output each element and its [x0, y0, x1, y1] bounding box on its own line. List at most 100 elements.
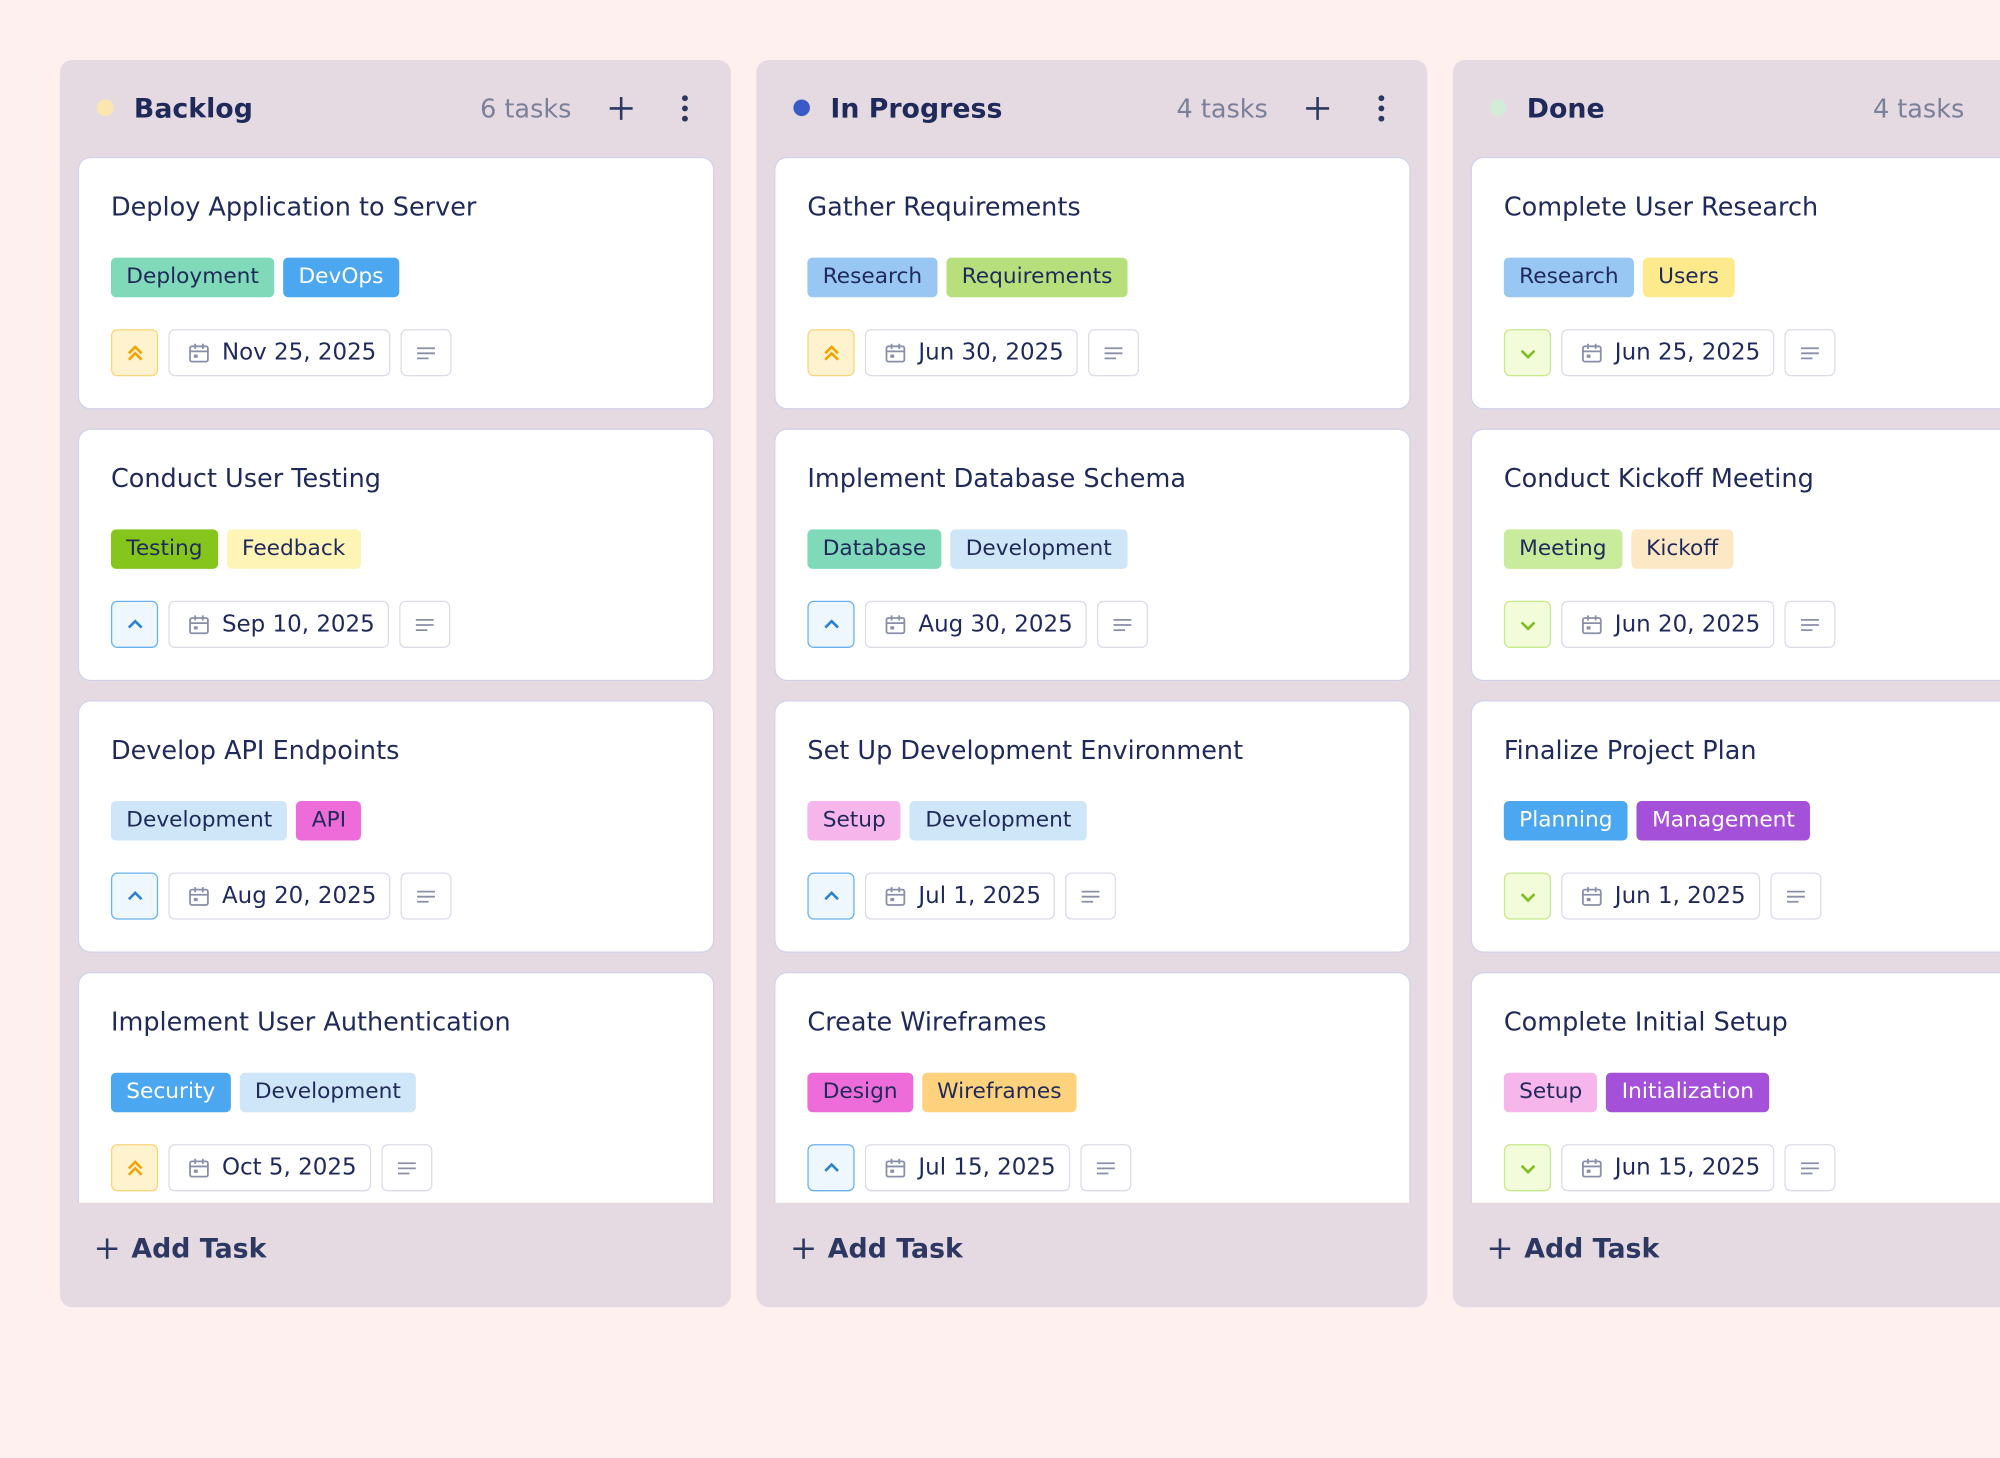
task-title: Conduct Kickoff Meeting [1503, 463, 1814, 494]
tag-list: Deployment DevOps [110, 257, 399, 298]
task-card[interactable]: Gather Requirements Research Requirements J… [774, 156, 1411, 410]
calendar-icon [885, 886, 906, 906]
due-date[interactable]: Jul 15, 2025 [864, 1144, 1070, 1192]
tag: DevOps [283, 257, 399, 298]
date-text: Jun 30, 2025 [918, 339, 1064, 367]
status-dot [1489, 99, 1507, 117]
notes-button[interactable] [380, 1144, 432, 1192]
date-text: Jun 15, 2025 [1614, 1154, 1761, 1182]
priority-badge[interactable] [807, 1144, 855, 1192]
due-date[interactable]: Jun 25, 2025 [1561, 329, 1775, 377]
task-count: 4 tasks [1176, 93, 1268, 124]
notes-button[interactable] [398, 600, 451, 648]
priority-badge[interactable] [807, 329, 855, 377]
notes-button[interactable] [1784, 329, 1836, 377]
tag: Requirements [946, 257, 1128, 298]
priority-badge[interactable] [110, 1144, 159, 1192]
due-date[interactable]: Nov 25, 2025 [168, 329, 391, 377]
notes-button[interactable] [1784, 600, 1836, 648]
tag-list: Setup Initialization [1503, 1072, 1770, 1113]
due-date[interactable]: Oct 5, 2025 [168, 1144, 371, 1192]
task-card[interactable]: Implement User Authentication Security Dev… [77, 971, 715, 1203]
task-meta: Aug 30, 2025 [807, 600, 1148, 648]
priority-icon [823, 618, 839, 628]
priority-badge[interactable] [110, 872, 159, 920]
task-meta: Sep 10, 2025 [110, 600, 451, 648]
due-date[interactable]: Jul 1, 2025 [864, 872, 1056, 920]
task-meta: Aug 20, 2025 [110, 872, 452, 920]
notes-button[interactable] [1079, 1144, 1131, 1192]
notes-button[interactable] [1784, 1144, 1836, 1192]
notes-button[interactable] [400, 329, 452, 377]
priority-badge[interactable] [1503, 1144, 1552, 1192]
task-card[interactable]: Conduct Kickoff Meeting Meeting Kickoff Jun… [1470, 428, 2000, 682]
notes-button[interactable] [1769, 872, 1821, 920]
notes-button[interactable] [1065, 872, 1117, 920]
priority-badge[interactable] [1503, 329, 1552, 377]
task-title: Implement Database Schema [807, 463, 1186, 494]
notes-icon [1081, 890, 1100, 903]
column: In Progress 4 tasks Gather Requirements Res… [756, 59, 1428, 1308]
priority-badge[interactable] [807, 600, 855, 648]
task-card[interactable]: Implement Database Schema Database Develop… [774, 428, 1411, 682]
notes-icon [1801, 618, 1819, 631]
notes-button[interactable] [1096, 600, 1148, 648]
add-task-button[interactable]: Add Task [1489, 1233, 1659, 1264]
date-text: Jun 1, 2025 [1614, 882, 1746, 910]
task-card[interactable]: Complete User Research Research Users Jun 2… [1470, 156, 2000, 410]
due-date[interactable]: Jun 1, 2025 [1561, 872, 1760, 920]
calendar-icon [1582, 614, 1602, 634]
column-title: In Progress [830, 93, 1003, 124]
date-text: Jun 25, 2025 [1614, 339, 1761, 367]
notes-button[interactable] [400, 872, 452, 920]
priority-badge[interactable] [1503, 872, 1552, 920]
add-task-button[interactable]: Add Task [792, 1233, 963, 1264]
due-date[interactable]: Jun 15, 2025 [1561, 1144, 1775, 1192]
date-text: Jul 1, 2025 [918, 882, 1042, 910]
tag-list: Research Requirements [807, 257, 1128, 298]
tag-list: Security Development [110, 1072, 417, 1113]
add-button[interactable] [606, 93, 637, 124]
task-card[interactable]: Conduct User Testing Testing Feedback Sep 1… [77, 428, 715, 682]
tag: Deployment [110, 257, 275, 298]
plus-icon [1489, 1238, 1511, 1259]
add-button[interactable] [1302, 93, 1333, 124]
priority-icon [823, 1162, 839, 1172]
tag: Kickoff [1630, 529, 1734, 569]
task-card[interactable]: Complete Initial Setup Setup Initializatio… [1470, 971, 2000, 1203]
menu-button[interactable] [1366, 93, 1397, 124]
tag: Planning [1503, 801, 1628, 841]
card-list: Deploy Application to Server Deployment De… [77, 156, 716, 1203]
column-header: Backlog 6 tasks [60, 91, 731, 127]
add-task-button[interactable]: Add Task [96, 1233, 267, 1264]
priority-badge[interactable] [110, 600, 159, 648]
tag: Wireframes [921, 1072, 1077, 1113]
date-text: Jul 15, 2025 [918, 1154, 1056, 1182]
due-date[interactable]: Jun 20, 2025 [1561, 600, 1775, 648]
due-date[interactable]: Sep 10, 2025 [168, 600, 389, 648]
task-card[interactable]: Deploy Application to Server Deployment De… [77, 156, 715, 410]
due-date[interactable]: Jun 30, 2025 [864, 329, 1078, 377]
priority-icon [1520, 349, 1535, 359]
due-date[interactable]: Aug 30, 2025 [864, 600, 1087, 648]
task-card[interactable]: Set Up Development Environment Setup Devel… [774, 700, 1411, 953]
tag-list: Research Users [1503, 257, 1735, 298]
menu-button[interactable] [670, 93, 701, 124]
status-dot [96, 99, 114, 117]
task-card[interactable]: Create Wireframes Design Wireframes Jul 15,… [774, 971, 1411, 1203]
task-meta: Jun 1, 2025 [1503, 872, 1821, 920]
tag: Development [239, 1072, 417, 1113]
notes-button[interactable] [1088, 329, 1140, 377]
column-title: Backlog [133, 93, 253, 124]
card-list: Complete User Research Research Users Jun 2… [1470, 156, 2000, 1203]
priority-icon [127, 618, 142, 628]
task-card[interactable]: Finalize Project Plan Planning Management J… [1470, 700, 2000, 953]
task-card[interactable]: Develop API Endpoints Development API Aug 2… [77, 700, 715, 953]
due-date[interactable]: Aug 20, 2025 [168, 872, 391, 920]
task-title: Implement User Authentication [110, 1006, 511, 1037]
task-title: Set Up Development Environment [807, 734, 1244, 766]
notes-icon [1096, 1161, 1115, 1174]
priority-badge[interactable] [1503, 600, 1552, 648]
priority-badge[interactable] [110, 329, 159, 377]
priority-badge[interactable] [807, 872, 855, 920]
